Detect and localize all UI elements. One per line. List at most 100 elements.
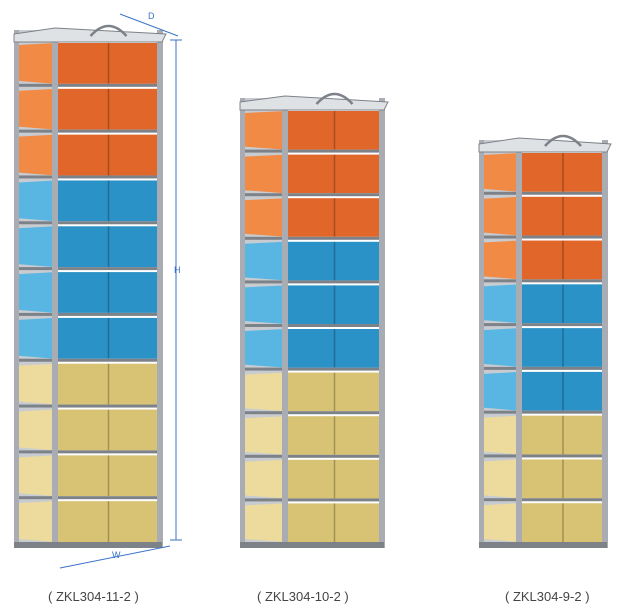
box-side-face (18, 501, 55, 542)
box-side-face (244, 198, 285, 237)
cryo-box-front (57, 272, 158, 313)
shelf-rail (14, 496, 162, 500)
box-side-face (483, 503, 519, 542)
shelf-rail (479, 279, 607, 283)
rack-post (240, 98, 245, 548)
box-side-face (483, 284, 519, 324)
box-side-face (483, 240, 519, 280)
cryo-box-front (287, 198, 380, 237)
shelf-rail (14, 83, 162, 87)
box-side-face (244, 285, 285, 324)
cryo-box-front (287, 503, 380, 542)
box-side-face (483, 196, 519, 236)
rack-post (602, 140, 608, 548)
shelf-rail (479, 454, 607, 458)
box-side-face (244, 416, 285, 455)
rack-post (379, 98, 385, 548)
storage-rack (239, 92, 389, 548)
box-side-face (18, 180, 55, 222)
shelf-rail (14, 175, 162, 179)
shelf-rail (240, 236, 384, 240)
shelf-rail (14, 450, 162, 454)
rack-post (282, 98, 288, 548)
cryo-box-front (287, 111, 380, 150)
box-side-face (483, 459, 519, 499)
cryo-box-front (57, 88, 158, 130)
cryo-box-front (521, 328, 603, 367)
box-side-face (244, 154, 285, 194)
rack-handle (544, 134, 582, 147)
cryo-box-front (521, 284, 603, 324)
rack-post (157, 30, 163, 548)
cryo-box-front (57, 226, 158, 268)
depth-dimension-line (119, 13, 179, 37)
cryo-box-front (57, 455, 158, 497)
box-side-face (244, 111, 285, 150)
shelf-rail (240, 498, 384, 502)
shelf-rail (479, 235, 607, 239)
shelf-rail (479, 410, 607, 414)
box-side-face (244, 503, 285, 542)
shelf-rail (240, 367, 384, 371)
shelf-rail (240, 324, 384, 327)
shelf-rail (240, 149, 384, 153)
shelf-rail (14, 358, 162, 362)
cryo-box-front (287, 329, 380, 368)
box-side-face (483, 371, 519, 411)
shelf-rail (479, 191, 607, 195)
cryo-box-front (521, 371, 603, 411)
cryo-box-front (521, 240, 603, 280)
cryo-box-front (57, 43, 158, 84)
shelf-rail (14, 267, 162, 271)
rack-top-plate (239, 95, 389, 111)
rack-post (52, 30, 58, 548)
box-side-face (18, 43, 55, 84)
rack-base (479, 542, 607, 548)
shelf-rail (479, 323, 607, 327)
box-side-face (18, 272, 55, 313)
rack-handle (89, 24, 128, 37)
storage-rack (13, 24, 167, 548)
depth-dimension-label: D (148, 11, 155, 21)
box-side-face (483, 415, 519, 455)
cryo-box-front (287, 154, 380, 194)
cryo-box-front (57, 409, 158, 451)
box-side-face (483, 153, 519, 192)
rack-model-label: ( ZKL304-9-2 ) (505, 589, 590, 604)
cryo-box-front (57, 317, 158, 359)
box-side-face (18, 409, 55, 451)
cryo-box-front (57, 501, 158, 542)
cryo-box-front (57, 134, 158, 176)
box-side-face (18, 455, 55, 497)
cryo-box-front (287, 241, 380, 281)
shelf-rail (14, 312, 162, 316)
rack-base (240, 542, 384, 548)
box-side-face (18, 88, 55, 130)
cryo-box-front (521, 415, 603, 455)
box-side-face (244, 459, 285, 499)
shelf-rail (14, 404, 162, 408)
box-side-face (18, 363, 55, 405)
cryo-box-front (287, 285, 380, 324)
cryo-box-front (287, 459, 380, 499)
box-side-face (483, 328, 519, 367)
cryo-box-front (287, 416, 380, 455)
box-side-face (244, 241, 285, 281)
rack-post (516, 140, 522, 548)
shelf-rail (479, 498, 607, 502)
width-dimension-label: W (112, 550, 121, 560)
rack-model-label: ( ZKL304-11-2 ) (48, 589, 139, 604)
box-side-face (244, 372, 285, 412)
shelf-rail (240, 280, 384, 284)
cryo-box-front (57, 363, 158, 405)
cryo-box-front (521, 459, 603, 499)
shelf-rail (14, 221, 162, 225)
shelf-rail (479, 366, 607, 370)
box-side-face (18, 134, 55, 176)
box-side-face (18, 226, 55, 268)
shelf-rail (240, 411, 384, 415)
cryo-box-front (521, 503, 603, 542)
shelf-rail (240, 193, 384, 197)
box-side-face (244, 329, 285, 368)
